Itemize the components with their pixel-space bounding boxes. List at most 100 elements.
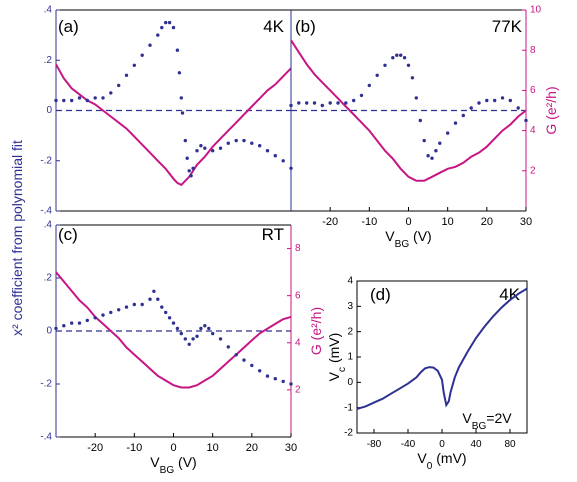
x2-point bbox=[265, 149, 270, 153]
y-left-tick-label: .4 bbox=[44, 5, 53, 16]
x2-point bbox=[160, 25, 164, 30]
x2-point bbox=[117, 83, 121, 88]
x2-point bbox=[191, 166, 195, 170]
panel-d-label: (d) bbox=[370, 285, 391, 304]
panel-d-plot: -80 -40 0 40 80 -2 -1 0 1 2 3 4 V0 (mV) Vc (mV) VBG=2V bbox=[326, 276, 528, 472]
x2-point bbox=[54, 326, 58, 331]
x2-point bbox=[281, 159, 285, 163]
x2-point bbox=[180, 111, 185, 115]
x-tick-label: 80 bbox=[504, 439, 516, 450]
panel-d: (d) 4K bbox=[370, 285, 521, 304]
panel-c-label: (c) bbox=[58, 225, 78, 244]
y-left-tick-label: .4 bbox=[44, 220, 53, 231]
x2-point bbox=[124, 305, 129, 309]
x2-point bbox=[62, 324, 66, 328]
x2-point bbox=[344, 101, 348, 105]
panel-c: (c) RT bbox=[58, 225, 284, 244]
y-tick-label: -2 bbox=[344, 428, 353, 439]
x2-point bbox=[124, 73, 129, 78]
x2-point bbox=[175, 326, 180, 331]
panel-c-plot: -20 -10 0 10 20 30 -.4 -.2 0 .2 .4 2 4 6 8 VBG (V) G (e²… bbox=[40, 220, 324, 476]
x-tick-label: -20 bbox=[87, 442, 103, 454]
x2-point bbox=[493, 98, 497, 103]
x2-point bbox=[93, 96, 97, 100]
x2-point bbox=[359, 93, 364, 98]
y-tick-label: 2 bbox=[347, 326, 353, 337]
x-tick-label: 40 bbox=[470, 439, 482, 450]
x2-point bbox=[77, 96, 82, 100]
panel-b-label: (b) bbox=[295, 17, 316, 36]
x-axis-label: V0 (mV) bbox=[417, 450, 466, 472]
x2-point bbox=[191, 337, 195, 341]
vc-line bbox=[356, 287, 528, 410]
x2-point bbox=[140, 53, 144, 57]
x2-point bbox=[85, 98, 90, 103]
x2-point bbox=[434, 149, 438, 153]
x2-point bbox=[391, 56, 395, 60]
x2-point bbox=[54, 98, 58, 103]
x2-point bbox=[383, 63, 387, 67]
x2-point bbox=[367, 83, 371, 88]
x2-point bbox=[273, 154, 277, 158]
x2-point bbox=[164, 310, 168, 315]
x2-point bbox=[62, 98, 66, 103]
x-tick-label: 20 bbox=[481, 216, 493, 228]
x2-point bbox=[305, 101, 309, 105]
x2-point bbox=[148, 297, 152, 301]
x2-point bbox=[422, 138, 426, 143]
panel-a-temperature: 4K bbox=[263, 17, 284, 36]
x2-point bbox=[187, 342, 191, 346]
x2-point bbox=[410, 76, 415, 80]
x2-point bbox=[336, 101, 340, 105]
y-tick-label: 0 bbox=[347, 377, 353, 388]
x2-point bbox=[152, 289, 156, 293]
x2-point bbox=[430, 156, 434, 160]
conductance-line bbox=[290, 39, 527, 182]
x2-point bbox=[485, 98, 489, 103]
x-tick-label: 10 bbox=[442, 216, 454, 228]
x2-point bbox=[70, 321, 74, 325]
x2-point bbox=[109, 310, 113, 315]
x2-point bbox=[218, 337, 223, 341]
x2-point bbox=[185, 156, 189, 160]
x-tick-label: 30 bbox=[285, 442, 297, 454]
x2-point bbox=[183, 337, 187, 341]
x2-point bbox=[258, 144, 262, 148]
y-right-tick-label: 6 bbox=[295, 290, 301, 301]
annotation-vbg: VBG=2V bbox=[462, 410, 512, 432]
x2-point bbox=[234, 353, 238, 357]
x-tick-label: 0 bbox=[405, 216, 411, 228]
x2-point bbox=[211, 331, 215, 336]
x-tick-label: -20 bbox=[322, 216, 338, 228]
x2-point bbox=[242, 358, 246, 362]
x2-point bbox=[250, 141, 254, 145]
x2-point bbox=[469, 106, 473, 110]
x2-point bbox=[461, 113, 465, 118]
x2-point bbox=[167, 20, 172, 25]
x-tick-label: -10 bbox=[126, 442, 142, 454]
x2-point bbox=[140, 302, 144, 307]
y-left-tick-label: 0 bbox=[46, 326, 52, 337]
x2-point bbox=[242, 138, 246, 143]
panel-d-temperature: 4K bbox=[499, 285, 520, 304]
y-tick-label: 4 bbox=[347, 276, 353, 287]
x2-point bbox=[438, 141, 442, 145]
x-tick-label: 0 bbox=[170, 442, 176, 454]
x2-point bbox=[453, 121, 458, 125]
x2-point bbox=[171, 321, 176, 325]
y-left-tick-label: -.2 bbox=[40, 155, 52, 166]
conductance-line bbox=[55, 63, 292, 187]
panel-b: (b) 77K bbox=[295, 17, 523, 36]
y-right-tick-label: 10 bbox=[530, 5, 542, 16]
x2-point bbox=[352, 98, 356, 103]
x2-point bbox=[446, 131, 450, 135]
y-left-tick-label: -.4 bbox=[40, 206, 52, 217]
x2-point bbox=[199, 326, 203, 331]
x2-point bbox=[234, 138, 238, 143]
x2-point bbox=[426, 154, 430, 158]
y-left-tick-label: -.4 bbox=[40, 432, 52, 443]
panel-a: (a) 4K bbox=[58, 17, 285, 36]
x2-point bbox=[508, 98, 512, 103]
x-tick-label: 10 bbox=[207, 442, 219, 454]
panel-b-plot: -20 -10 0 10 20 30 2 4 6 8 10 VBG (V) G (e²/h) bbox=[289, 5, 559, 250]
